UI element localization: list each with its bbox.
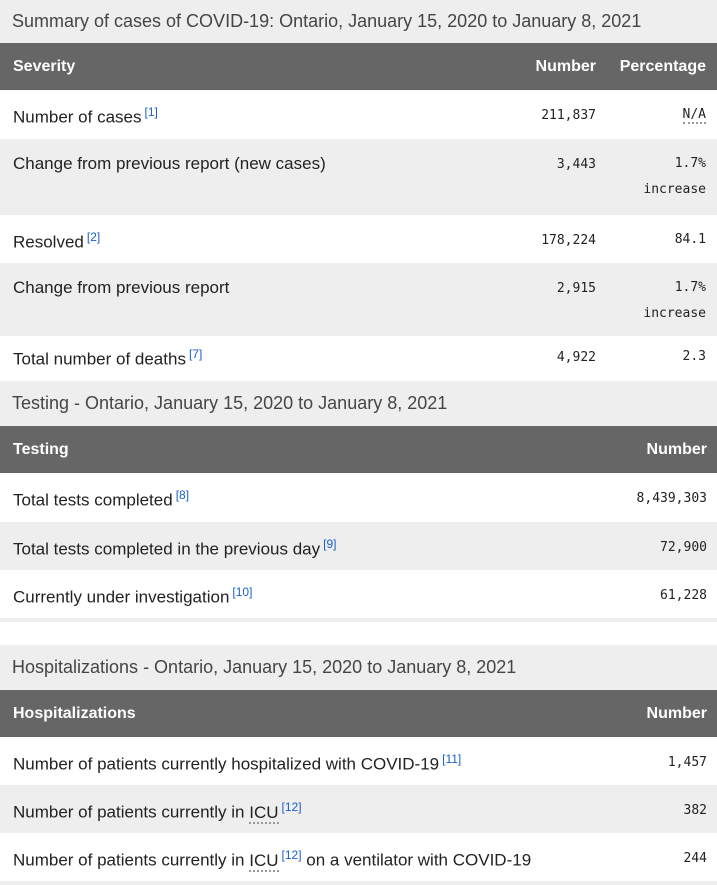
row-number: 382 (683, 803, 707, 818)
hospitalizations-table: Hospitalizations - Ontario, January 15, … (0, 645, 717, 885)
summary-table: Summary of cases of COVID-19: Ontario, J… (0, 0, 717, 381)
reference-link[interactable]: [8] (175, 488, 190, 502)
table-row: Change from previous report 2,915 1.7% in… (0, 263, 717, 336)
header-hospitalizations: Hospitalizations (13, 704, 136, 722)
row-label: Number of patients currently in (13, 802, 245, 822)
table-row: Number of patients currently in ICU [12] … (0, 833, 717, 881)
header-number: Number (646, 704, 707, 722)
row-note: increase (643, 182, 706, 197)
row-label: Total tests completed in the previous da… (13, 539, 321, 559)
row-number: 244 (683, 851, 707, 866)
reference-link[interactable]: [10] (232, 585, 253, 599)
icu-abbr: ICU (249, 850, 279, 872)
row-number: 61,228 (660, 588, 707, 603)
row-label: Resolved (13, 232, 84, 252)
row-percentage: 1.7% (674, 156, 706, 171)
table-bottom-border (0, 881, 717, 885)
row-number: 4,922 (556, 350, 596, 365)
row-label: Number of patients currently hospitalize… (13, 754, 440, 774)
reference-link[interactable]: [7] (188, 347, 203, 361)
reference-link[interactable]: [9] (323, 537, 337, 551)
row-label: Total tests completed (13, 490, 173, 510)
testing-header: Testing Number (0, 426, 717, 473)
row-label: Number of patients currently in (13, 850, 245, 870)
row-label: Change from previous report (13, 278, 230, 297)
testing-caption: Testing - Ontario, January 15, 2020 to J… (0, 381, 717, 426)
reference-link[interactable]: [12] (281, 848, 302, 862)
header-number: Number (646, 440, 707, 458)
table-row: Total tests completed in the previous da… (0, 522, 717, 570)
header-percentage: Percentage (619, 57, 706, 75)
row-label-suffix: on a ventilator with COVID-19 (306, 850, 532, 870)
table-row: Total number of deaths [7] 4,922 2.3 (0, 336, 717, 381)
row-label: Currently under investigation (13, 587, 230, 607)
row-number: 3,443 (556, 157, 596, 172)
row-label: Total number of deaths (13, 349, 186, 369)
reference-link[interactable]: [11] (442, 752, 462, 766)
row-number: 72,900 (660, 540, 707, 555)
row-percentage: 84.1 (674, 232, 706, 247)
reference-link[interactable]: [2] (86, 230, 101, 244)
table-row: Number of patients currently hospitalize… (0, 737, 717, 785)
table-row: Number of patients currently in ICU [12] … (0, 785, 717, 833)
table-bottom-border (0, 618, 717, 622)
hospitalizations-header: Hospitalizations Number (0, 690, 717, 737)
row-number: 2,915 (556, 281, 596, 296)
table-row: Change from previous report (new cases) … (0, 139, 717, 215)
row-percentage: 1.7% (674, 280, 706, 295)
row-number: 8,439,303 (636, 491, 707, 506)
row-number: 178,224 (541, 233, 596, 248)
reference-link[interactable]: [12] (281, 800, 302, 814)
row-label: Change from previous report (new cases) (13, 154, 326, 173)
icu-abbr: ICU (249, 802, 279, 824)
table-row: Resolved [2] 178,224 84.1 (0, 215, 717, 263)
table-row: Number of cases [1] 211,837 N/A (0, 90, 717, 139)
row-number: 1,457 (667, 755, 707, 770)
table-row: Total tests completed [8] 8,439,303 (0, 473, 717, 522)
header-number: Number (535, 57, 596, 75)
row-note: increase (643, 306, 706, 321)
header-testing: Testing (13, 440, 69, 458)
na-abbr: N/A (682, 107, 706, 124)
hospitalizations-caption: Hospitalizations - Ontario, January 15, … (0, 645, 717, 690)
summary-header: Severity Number Percentage (0, 43, 717, 90)
row-percentage: 2.3 (682, 349, 706, 364)
header-severity: Severity (13, 57, 76, 75)
row-number: 211,837 (541, 108, 596, 123)
row-label: Number of cases (13, 107, 142, 127)
table-row: Currently under investigation [10] 61,228 (0, 570, 717, 618)
testing-table: Testing - Ontario, January 15, 2020 to J… (0, 381, 717, 622)
summary-caption: Summary of cases of COVID-19: Ontario, J… (0, 0, 717, 43)
reference-link[interactable]: [1] (144, 105, 158, 119)
